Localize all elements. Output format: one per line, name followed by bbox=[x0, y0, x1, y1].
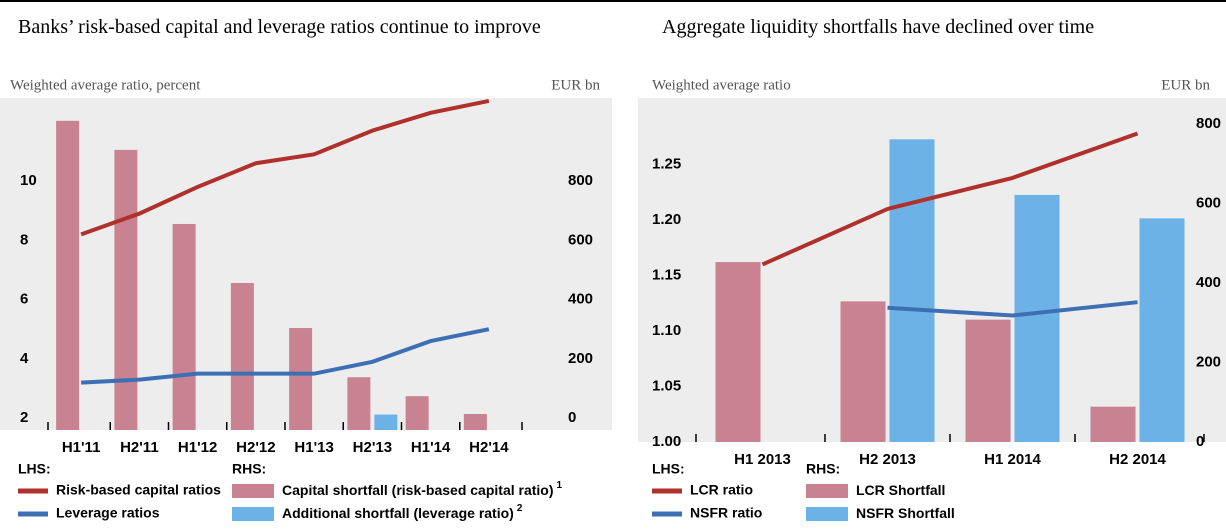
x-tick-label: H2'12 bbox=[236, 439, 275, 456]
line bbox=[887, 300, 1138, 318]
bar bbox=[1014, 194, 1060, 442]
line bbox=[761, 131, 1139, 267]
bar bbox=[374, 414, 398, 430]
x-tick-label: H1 2013 bbox=[734, 451, 791, 468]
x-tick-label: H2'13 bbox=[353, 439, 392, 456]
x-tick-label: H1'12 bbox=[178, 439, 217, 456]
legend-swatch bbox=[232, 507, 274, 521]
bar bbox=[347, 377, 371, 430]
y-axis-label: Weighted average ratio bbox=[652, 77, 791, 93]
legend-label-text: NSFR Shortfall bbox=[856, 505, 955, 521]
legend-title: RHS: bbox=[232, 461, 266, 477]
y-tick-label: 2 bbox=[20, 409, 28, 426]
bar bbox=[289, 328, 313, 430]
y-tick-label: 10 bbox=[20, 172, 37, 189]
x-tick-label: H1 2014 bbox=[984, 451, 1041, 468]
legend-label: LCR Shortfall bbox=[856, 482, 945, 498]
y-tick-label: 1.25 bbox=[652, 156, 681, 173]
y-tick-label: 6 bbox=[20, 291, 28, 308]
y2-axis-label: EUR bn bbox=[1161, 77, 1210, 93]
y-tick-label: 1.20 bbox=[652, 211, 681, 228]
legend-label: Risk-based capital ratios bbox=[56, 482, 221, 498]
bar bbox=[889, 139, 935, 443]
bar bbox=[172, 223, 196, 430]
y2-tick-label: 200 bbox=[568, 350, 593, 367]
x-tick-label: H2'11 bbox=[120, 439, 159, 456]
x-tick-label: H2'14 bbox=[469, 439, 509, 456]
legend-label-text: Additional shortfall (leverage ratio) bbox=[282, 505, 514, 521]
legend-swatch bbox=[232, 484, 274, 498]
y-tick-label: 8 bbox=[20, 231, 28, 248]
bar bbox=[840, 301, 886, 442]
y2-tick-label: 400 bbox=[568, 291, 593, 308]
y2-tick-label: 200 bbox=[1196, 354, 1221, 371]
chart-title: Aggregate liquidity shortfalls have decl… bbox=[662, 16, 1095, 38]
x-tick-label: H2 2013 bbox=[859, 451, 916, 468]
bar bbox=[56, 120, 80, 430]
y2-tick-label: 0 bbox=[568, 409, 576, 426]
bar bbox=[114, 149, 138, 430]
legend-label-text: LCR Shortfall bbox=[856, 482, 945, 498]
legend-label: Additional shortfall (leverage ratio) 2 bbox=[282, 503, 523, 521]
x-tick-label: H2 2014 bbox=[1109, 451, 1166, 468]
y-tick-label: 1.05 bbox=[652, 377, 681, 394]
bar bbox=[230, 282, 254, 430]
line bbox=[81, 327, 490, 385]
y-tick-label: 4 bbox=[20, 350, 29, 367]
bar bbox=[463, 413, 487, 430]
legend-label: NSFR ratio bbox=[690, 505, 762, 521]
y2-tick-label: 800 bbox=[1196, 115, 1221, 132]
legend-swatch bbox=[806, 507, 848, 521]
legend-title: RHS: bbox=[806, 461, 840, 477]
chart-title: Banks’ risk-based capital and leverage r… bbox=[18, 16, 541, 38]
y-tick-label: 1.00 bbox=[652, 433, 681, 450]
y2-tick-label: 600 bbox=[1196, 195, 1221, 212]
legend-label-text: Capital shortfall (risk-based capital ra… bbox=[282, 482, 554, 498]
bar bbox=[1090, 406, 1136, 442]
legend-title: LHS: bbox=[652, 461, 685, 477]
y-tick-label: 1.10 bbox=[652, 322, 681, 339]
y2-tick-label: 800 bbox=[568, 172, 593, 189]
line bbox=[80, 99, 490, 237]
bar bbox=[715, 262, 761, 442]
footnote-mark: 2 bbox=[517, 503, 523, 514]
legend-label: NSFR Shortfall bbox=[856, 505, 955, 521]
footnote-mark: 1 bbox=[557, 480, 563, 491]
y2-tick-label: 400 bbox=[1196, 274, 1221, 291]
y2-tick-label: 600 bbox=[568, 231, 593, 248]
bar bbox=[1139, 218, 1185, 442]
legend-title: LHS: bbox=[18, 461, 51, 477]
y2-axis-label: EUR bn bbox=[551, 77, 600, 93]
x-tick-label: H1'14 bbox=[411, 439, 451, 456]
x-tick-label: H1'13 bbox=[294, 439, 333, 456]
legend-label: Capital shortfall (risk-based capital ra… bbox=[282, 480, 563, 498]
x-tick-label: H1'11 bbox=[62, 439, 101, 456]
legend-label: Leverage ratios bbox=[56, 505, 160, 521]
y-axis-label: Weighted average ratio, percent bbox=[10, 77, 201, 93]
y-tick-label: 1.15 bbox=[652, 267, 681, 284]
bar bbox=[965, 319, 1011, 442]
legend-swatch bbox=[806, 484, 848, 498]
bar bbox=[405, 396, 429, 430]
y2-tick-label: 0 bbox=[1196, 433, 1204, 450]
legend-label: LCR ratio bbox=[690, 482, 753, 498]
